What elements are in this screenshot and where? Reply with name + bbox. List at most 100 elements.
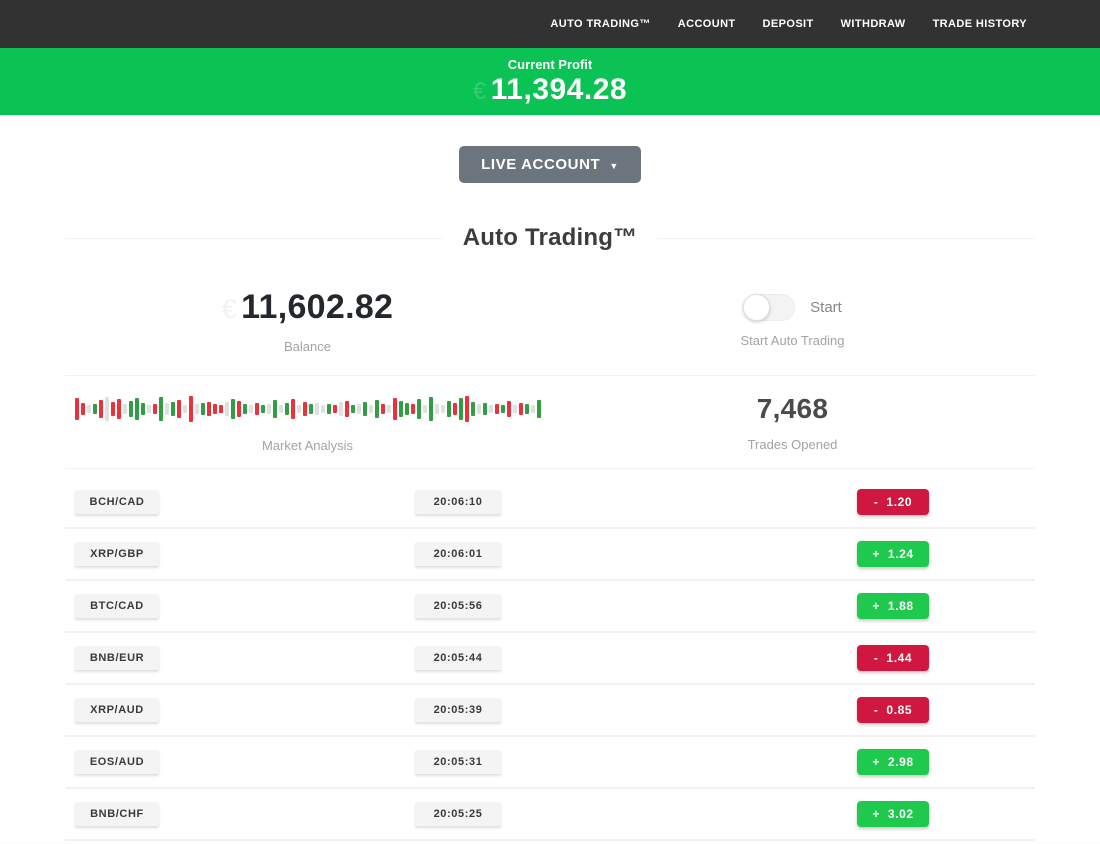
candle-bar (404, 402, 409, 415)
trade-row: BNB/CHF 20:05:25 +3.02 (65, 789, 1035, 841)
candle-bar (410, 403, 415, 414)
profit-banner: Current Profit €11,394.28 (0, 48, 1100, 115)
nav-item-account[interactable]: ACCOUNT (677, 18, 736, 30)
candle-bar (440, 404, 445, 413)
live-account-label: LIVE ACCOUNT (481, 156, 601, 173)
trades-table: BCH/CAD 20:06:10-1.20 XRP/GBP 20:06:01 +1.24… (65, 477, 1035, 841)
time-badge: 20:05:39 (415, 698, 501, 722)
candle-bar (128, 400, 133, 417)
candle-bar (362, 401, 367, 416)
candle-bar (524, 403, 529, 414)
pair-badge: BCH/CAD (75, 490, 159, 514)
candle-bar (314, 402, 319, 415)
candle-bar (92, 403, 97, 414)
nav-item-withdraw[interactable]: WITHDRAW (840, 18, 906, 30)
candle-bar (452, 402, 457, 415)
stats-panel: €11,602.82 Balance Start Start Auto Trad… (65, 266, 1035, 469)
candle-bar (512, 404, 517, 413)
candle-bar (458, 397, 463, 420)
pair-badge: BNB/EUR (75, 646, 159, 670)
candle-bar (182, 404, 187, 413)
candle-bar (470, 401, 475, 416)
candle-bar (134, 397, 139, 420)
candle-bar (344, 400, 349, 417)
result-value: 1.88 (887, 599, 914, 613)
candle-bar (464, 395, 469, 422)
candle-bar (536, 399, 541, 418)
section-heading: Auto Trading™ (65, 224, 1035, 252)
candle-bar (434, 403, 439, 414)
candle-bar (308, 403, 313, 414)
candle-bar (338, 401, 343, 416)
start-auto-trading-toggle[interactable] (743, 293, 796, 321)
candle-bar (290, 398, 295, 419)
nav-item-trade-history[interactable]: TRADE HISTORY (932, 18, 1027, 30)
candle-bar (398, 400, 403, 417)
trade-row: XRP/GBP 20:06:01 +1.24 (65, 529, 1035, 581)
candle-bar (416, 398, 421, 419)
result-sign: - (873, 495, 879, 509)
balance-value: €11,602.82 (222, 288, 394, 327)
candle-bar (254, 402, 259, 415)
candle-bar (74, 397, 79, 420)
candle-bar (122, 403, 127, 414)
candle-bar (146, 404, 151, 413)
candle-bar (326, 403, 331, 414)
result-value: 1.24 (887, 547, 914, 561)
candle-bar (188, 395, 193, 422)
live-account-button[interactable]: LIVE ACCOUNT ▼ (459, 146, 641, 183)
candle-bar (380, 403, 385, 414)
candle-bar (206, 401, 211, 416)
time-badge: 20:06:01 (415, 542, 501, 566)
result-sign: + (872, 599, 880, 613)
candle-bar (296, 404, 301, 413)
candle-bar (530, 404, 535, 413)
trade-row: XRP/AUD 20:05:39 -0.85 (65, 685, 1035, 737)
result-value: 1.20 (886, 495, 913, 509)
toggle-label: Start (810, 298, 842, 316)
candle-bar (506, 400, 511, 417)
candle-bar (422, 404, 427, 413)
result-value: 1.44 (886, 651, 913, 665)
candle-bar (428, 396, 433, 421)
trade-row: BTC/CAD 20:05:56 +1.88 (65, 581, 1035, 633)
pair-badge: BNB/CHF (75, 802, 159, 826)
market-analysis-label: Market Analysis (261, 437, 354, 453)
trades-opened-cell: 7,468 Trades Opened (550, 376, 1035, 468)
result-badge: +1.24 (857, 541, 929, 567)
result-sign: + (872, 755, 880, 769)
candle-bar (86, 404, 91, 413)
profit-banner-label: Current Profit (507, 57, 593, 72)
candle-bar (392, 397, 397, 420)
nav-item-auto-trading[interactable]: AUTO TRADING™ (550, 18, 651, 30)
candle-bar (494, 403, 499, 414)
trades-opened-value: 7,468 (756, 392, 829, 424)
time-badge: 20:05:44 (415, 646, 501, 670)
toggle-knob[interactable] (743, 293, 771, 321)
candle-bar (272, 399, 277, 418)
auto-trading-cell: Start Start Auto Trading (550, 266, 1035, 375)
candle-bar (320, 404, 325, 413)
candle-bar (194, 403, 199, 414)
candle-bar (374, 399, 379, 418)
result-value: 3.02 (887, 807, 914, 821)
time-badge: 20:05:56 (415, 594, 501, 618)
nav-item-deposit[interactable]: DEPOSIT (762, 18, 814, 30)
time-badge: 20:05:31 (415, 750, 501, 774)
result-badge: +3.02 (857, 801, 929, 827)
market-analysis-chart (74, 392, 541, 426)
candle-bar (242, 403, 247, 414)
candle-bar (482, 402, 487, 415)
start-auto-trading-label: Start Auto Trading (740, 332, 845, 348)
candle-bar (356, 403, 361, 414)
candle-bar (170, 401, 175, 416)
candle-bar (278, 404, 283, 413)
pair-badge: BTC/CAD (75, 594, 159, 618)
result-sign: - (873, 651, 879, 665)
time-badge: 20:06:10 (415, 490, 501, 514)
pair-badge: XRP/AUD (75, 698, 159, 722)
result-sign: - (873, 703, 879, 717)
candle-bar (110, 401, 115, 416)
candle-bar (224, 401, 229, 416)
result-sign: + (872, 547, 880, 561)
